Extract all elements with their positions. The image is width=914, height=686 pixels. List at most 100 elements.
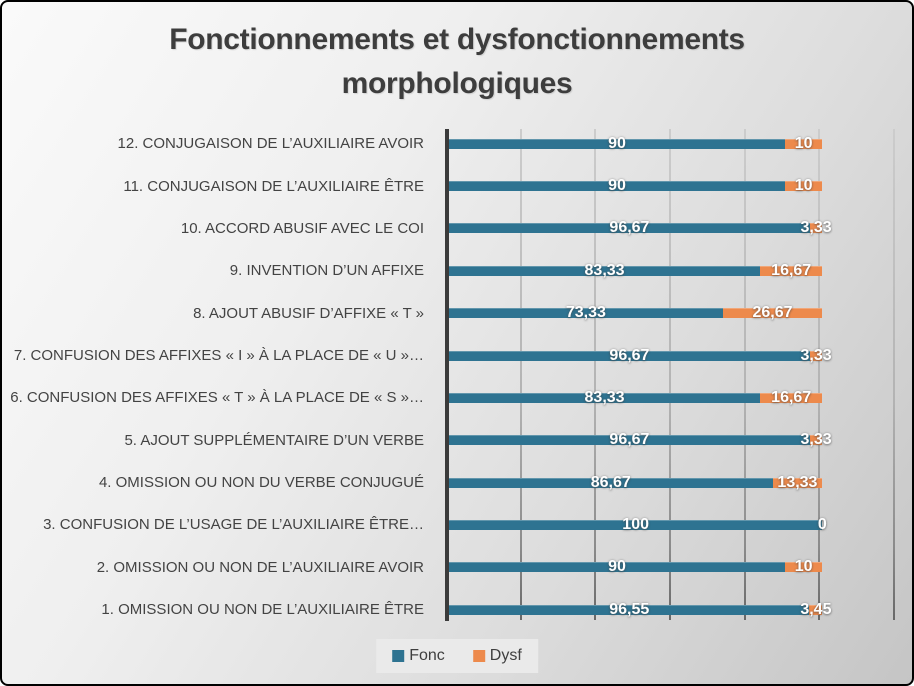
bar-row: 11. CONJUGAISON DE L’AUXILIAIRE ÊTRE 90 … xyxy=(2,165,897,207)
value-label-dysf: 10 xyxy=(794,558,813,576)
bar-row: 3. CONFUSION DE L’USAGE DE L’AUXILIAIRE … xyxy=(2,504,897,546)
bar-stack: 96,55 3,45 xyxy=(449,601,897,618)
bar-segment-dysf[interactable]: 3,33 xyxy=(801,431,832,448)
bar-segment-fonc[interactable]: 90 xyxy=(449,558,785,575)
bar-stack: 73,33 26,67 xyxy=(449,304,897,321)
value-label-fonc: 96,67 xyxy=(609,346,650,364)
legend-label-fonc: Fonc xyxy=(409,647,445,664)
value-label-dysf: 13,33 xyxy=(777,473,818,491)
bar-row: 7. CONFUSION DES AFFIXES « I » À LA PLAC… xyxy=(2,335,897,377)
category-label: 4. OMISSION OU NON DU VERBE CONJUGUÉ xyxy=(98,474,424,492)
value-label-dysf: 3,33 xyxy=(800,431,832,449)
value-label-fonc: 100 xyxy=(622,515,650,533)
bar-segment-dysf[interactable]: 3,33 xyxy=(801,347,832,364)
legend-item-fonc[interactable]: Fonc xyxy=(392,647,445,665)
y-axis-line xyxy=(445,129,449,621)
value-label-fonc: 90 xyxy=(608,134,626,152)
bar-stack: 83,33 16,67 xyxy=(449,389,897,406)
value-label-fonc: 83,33 xyxy=(584,388,625,406)
bar-segment-dysf[interactable]: 10 xyxy=(785,177,823,194)
value-label-fonc: 96,67 xyxy=(609,219,650,237)
category-label: 10. ACCORD ABUSIF AVEC LE COI xyxy=(180,219,424,237)
bar-segment-dysf[interactable]: 13,33 xyxy=(772,474,823,491)
value-label-dysf: 3,45 xyxy=(800,600,832,618)
bar-stack: 83,33 16,67 xyxy=(449,262,897,279)
bar-stack: 96,67 3,33 xyxy=(449,431,897,448)
legend-item-dysf[interactable]: Dysf xyxy=(472,647,522,665)
chart-legend: Fonc Dysf xyxy=(376,639,538,673)
bar-segment-fonc[interactable]: 90 xyxy=(449,177,785,194)
legend-swatch-dysf-icon xyxy=(472,650,485,662)
bar-row: 5. AJOUT SUPPLÉMENTAIRE D’UN VERBE 96,67… xyxy=(2,419,897,461)
bar-stack: 96,67 3,33 xyxy=(449,219,897,236)
bar-segment-fonc[interactable]: 96,67 xyxy=(449,431,810,448)
bar-segment-dysf[interactable]: 3,45 xyxy=(800,601,831,618)
bar-segment-dysf[interactable]: 10 xyxy=(785,135,823,152)
chart-title: Fonctionnements et dysfonctionnements mo… xyxy=(169,23,745,100)
bar-row: 2. OMISSION OU NON DE L’AUXILIAIRE AVOIR… xyxy=(2,546,897,588)
category-label: 9. INVENTION D’UN AFFIXE xyxy=(229,262,424,280)
value-label-dysf: 0 xyxy=(817,515,827,533)
bar-row: 12. CONJUGAISON DE L’AUXILIAIRE AVOIR 90… xyxy=(2,123,897,165)
value-label-dysf: 10 xyxy=(794,177,813,195)
bar-segment-fonc[interactable]: 73,33 xyxy=(449,304,723,321)
category-label: 5. AJOUT SUPPLÉMENTAIRE D’UN VERBE xyxy=(124,431,424,449)
bar-row: 8. AJOUT ABUSIF D’AFFIXE « T » 73,33 26,… xyxy=(2,292,897,334)
bar-segment-dysf[interactable]: 16,67 xyxy=(760,389,823,406)
value-label-fonc: 83,33 xyxy=(584,261,625,279)
category-label: 3. CONFUSION DE L’USAGE DE L’AUXILIAIRE … xyxy=(43,516,424,534)
bar-segment-fonc[interactable]: 100 xyxy=(449,516,823,533)
bar-segment-fonc[interactable]: 86,67 xyxy=(449,474,773,491)
value-label-fonc: 96,67 xyxy=(609,431,650,449)
bar-segment-dysf[interactable]: 3,33 xyxy=(801,219,832,236)
bar-segment-dysf[interactable]: 10 xyxy=(785,558,823,575)
bar-segment-dysf[interactable]: 16,67 xyxy=(760,262,823,279)
legend-label-dysf: Dysf xyxy=(489,647,522,664)
value-label-dysf: 26,67 xyxy=(752,304,793,322)
bar-segment-fonc[interactable]: 83,33 xyxy=(449,389,761,406)
bar-segment-fonc[interactable]: 90 xyxy=(449,135,785,152)
category-label: 8. AJOUT ABUSIF D’AFFIXE « T » xyxy=(193,304,424,322)
value-label-dysf: 10 xyxy=(794,134,813,152)
category-label: 11. CONJUGAISON DE L’AUXILIAIRE ÊTRE xyxy=(123,177,424,195)
bar-row: 4. OMISSION OU NON DU VERBE CONJUGUÉ 86,… xyxy=(2,462,897,504)
bar-stack: 90 10 xyxy=(449,558,897,575)
legend-swatch-fonc-icon xyxy=(392,650,405,662)
bar-segment-fonc[interactable]: 96,67 xyxy=(449,219,810,236)
category-label: 7. CONFUSION DES AFFIXES « I » À LA PLAC… xyxy=(13,347,424,364)
bar-segment-dysf[interactable]: 26,67 xyxy=(722,304,823,321)
value-label-dysf: 16,67 xyxy=(771,261,812,279)
value-label-fonc: 73,33 xyxy=(565,304,606,322)
value-label-dysf: 3,33 xyxy=(800,219,832,237)
bar-stack: 100 0 xyxy=(449,516,897,533)
category-label: 1. OMISSION OU NON DE L’AUXILIAIRE ÊTRE xyxy=(101,601,424,619)
value-label-fonc: 90 xyxy=(608,558,626,576)
category-label: 2. OMISSION OU NON DE L’AUXILIAIRE AVOIR xyxy=(96,558,424,576)
gridline xyxy=(669,129,671,620)
category-label: 12. CONJUGAISON DE L’AUXILIAIRE AVOIR xyxy=(117,135,424,153)
bar-row: 10. ACCORD ABUSIF AVEC LE COI 96,67 3,33 xyxy=(2,207,897,249)
bar-stack: 96,67 3,33 xyxy=(449,347,897,364)
bar-stack: 86,67 13,33 xyxy=(449,474,897,491)
value-label-fonc: 96,55 xyxy=(609,600,650,618)
bar-row: 1. OMISSION OU NON DE L’AUXILIAIRE ÊTRE … xyxy=(2,589,897,631)
value-label-dysf: 3,33 xyxy=(800,346,832,364)
gridline xyxy=(818,129,821,620)
value-label-fonc: 86,67 xyxy=(590,473,631,491)
value-label-fonc: 90 xyxy=(608,177,626,195)
gridline xyxy=(893,129,895,620)
bar-stack: 90 10 xyxy=(449,177,897,194)
bar-row: 6. CONFUSION DES AFFIXES « T » À LA PLAC… xyxy=(2,377,897,419)
gridline xyxy=(743,129,746,620)
value-label-dysf: 16,67 xyxy=(771,388,812,406)
bar-segment-fonc[interactable]: 96,55 xyxy=(449,601,810,618)
bar-row: 9. INVENTION D’UN AFFIXE 83,33 16,67 xyxy=(2,250,897,292)
gridline xyxy=(519,129,522,620)
bar-stack: 90 10 xyxy=(449,135,897,152)
gridline xyxy=(594,129,597,620)
bar-segment-fonc[interactable]: 83,33 xyxy=(449,262,761,279)
bar-segment-fonc[interactable]: 96,67 xyxy=(449,347,810,364)
category-label: 6. CONFUSION DES AFFIXES « T » À LA PLAC… xyxy=(10,389,424,407)
